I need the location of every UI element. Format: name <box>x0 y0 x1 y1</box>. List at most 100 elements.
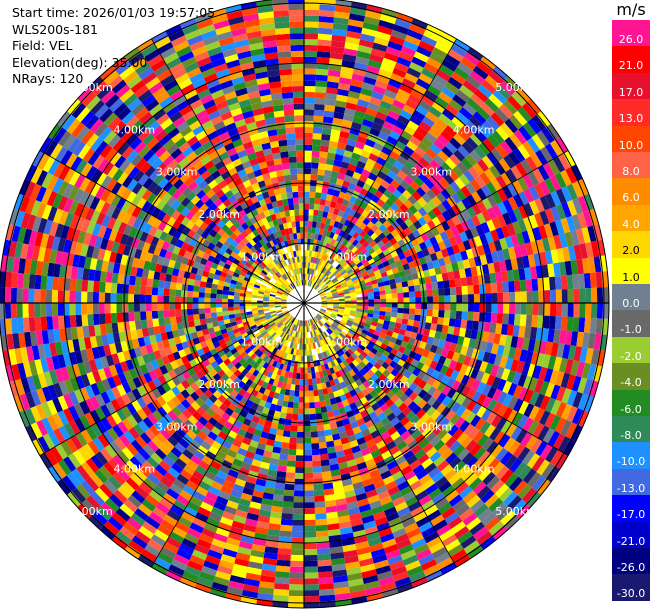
velocity-cell <box>157 295 164 303</box>
velocity-cell <box>335 0 352 8</box>
velocity-cell <box>221 303 228 308</box>
velocity-cell <box>399 512 414 523</box>
velocity-cell <box>330 287 337 292</box>
velocity-cell <box>349 439 359 448</box>
velocity-cell <box>210 312 218 318</box>
velocity-cell <box>304 250 307 257</box>
velocity-cell <box>233 295 240 300</box>
velocity-cell <box>304 443 312 450</box>
velocity-cell <box>340 319 347 325</box>
velocity-cell <box>455 286 463 295</box>
velocity-cell <box>328 334 334 341</box>
velocity-cell <box>320 253 326 261</box>
velocity-cell <box>320 352 325 359</box>
velocity-cell <box>342 211 350 220</box>
velocity-cell <box>554 172 567 189</box>
velocity-cell <box>542 237 551 252</box>
velocity-cell <box>348 19 364 28</box>
velocity-cell <box>316 530 329 538</box>
velocity-cell <box>358 279 366 285</box>
velocity-cell <box>490 479 505 494</box>
velocity-cell <box>487 262 496 274</box>
velocity-cell <box>93 280 100 293</box>
velocity-cell <box>463 540 480 554</box>
velocity-cell <box>369 500 382 510</box>
velocity-cell <box>454 66 470 80</box>
velocity-cell <box>393 421 404 432</box>
velocity-cell <box>319 292 326 296</box>
velocity-cell <box>358 321 366 327</box>
velocity-cell <box>476 61 493 76</box>
velocity-cell <box>547 328 555 343</box>
velocity-cell <box>340 436 350 445</box>
velocity-cell <box>326 336 332 343</box>
velocity-cell <box>69 278 77 291</box>
velocity-cell <box>321 300 328 303</box>
velocity-cell <box>435 497 449 510</box>
velocity-cell <box>485 342 494 354</box>
velocity-cell <box>333 159 342 167</box>
velocity-cell <box>490 364 500 377</box>
velocity-cell <box>348 182 357 191</box>
velocity-cell <box>518 325 526 338</box>
velocity-cell <box>326 386 333 394</box>
velocity-cell <box>329 285 336 290</box>
velocity-cell <box>322 248 328 255</box>
velocity-cell <box>579 303 586 318</box>
velocity-cell <box>550 342 559 357</box>
velocity-cell <box>349 312 356 317</box>
velocity-cell <box>87 303 94 315</box>
velocity-cell <box>370 261 378 269</box>
velocity-cell <box>51 289 58 303</box>
velocity-cell <box>394 94 408 105</box>
velocity-cell <box>370 449 382 459</box>
velocity-cell <box>304 215 309 221</box>
velocity-cell <box>587 257 596 273</box>
velocity-cell <box>461 452 474 465</box>
velocity-cell <box>579 347 588 363</box>
velocity-cell <box>398 402 408 412</box>
velocity-cell <box>379 244 388 252</box>
velocity-cell <box>486 219 496 232</box>
velocity-cell <box>304 226 308 233</box>
velocity-cell <box>304 3 320 11</box>
velocity-cell <box>335 215 343 223</box>
velocity-cell <box>123 321 131 332</box>
velocity-cell <box>436 382 447 393</box>
velocity-cell <box>347 163 357 172</box>
velocity-cell <box>527 228 537 243</box>
velocity-cell <box>323 363 330 370</box>
velocity-cell <box>491 401 503 415</box>
velocity-cell <box>476 200 487 213</box>
velocity-cell <box>408 314 415 321</box>
velocity-cell <box>343 423 353 432</box>
velocity-cell <box>16 288 23 303</box>
velocity-cell <box>362 357 370 366</box>
velocity-cell <box>305 332 308 339</box>
velocity-cell <box>368 153 379 162</box>
velocity-cell <box>329 397 337 405</box>
velocity-cell <box>439 562 457 575</box>
velocity-cell <box>387 170 398 180</box>
velocity-cell <box>486 194 498 208</box>
velocity-cell <box>545 446 558 463</box>
velocity-cell <box>360 472 372 482</box>
velocity-cell <box>308 203 315 210</box>
velocity-cell <box>360 351 368 358</box>
velocity-cell <box>486 398 498 412</box>
velocity-cell <box>393 160 404 171</box>
velocity-cell <box>495 366 505 379</box>
velocity-cell <box>370 147 382 157</box>
velocity-cell <box>445 228 454 239</box>
velocity-cell <box>566 316 574 332</box>
velocity-cell <box>393 272 401 279</box>
velocity-cell <box>491 130 505 145</box>
velocity-cell <box>318 204 325 212</box>
velocity-cell <box>445 263 454 273</box>
velocity-cell <box>375 247 383 256</box>
velocity-cell <box>327 410 335 418</box>
velocity-cell <box>472 111 487 125</box>
velocity-cell <box>415 489 429 502</box>
velocity-cell <box>289 584 304 591</box>
velocity-cell <box>316 216 323 223</box>
